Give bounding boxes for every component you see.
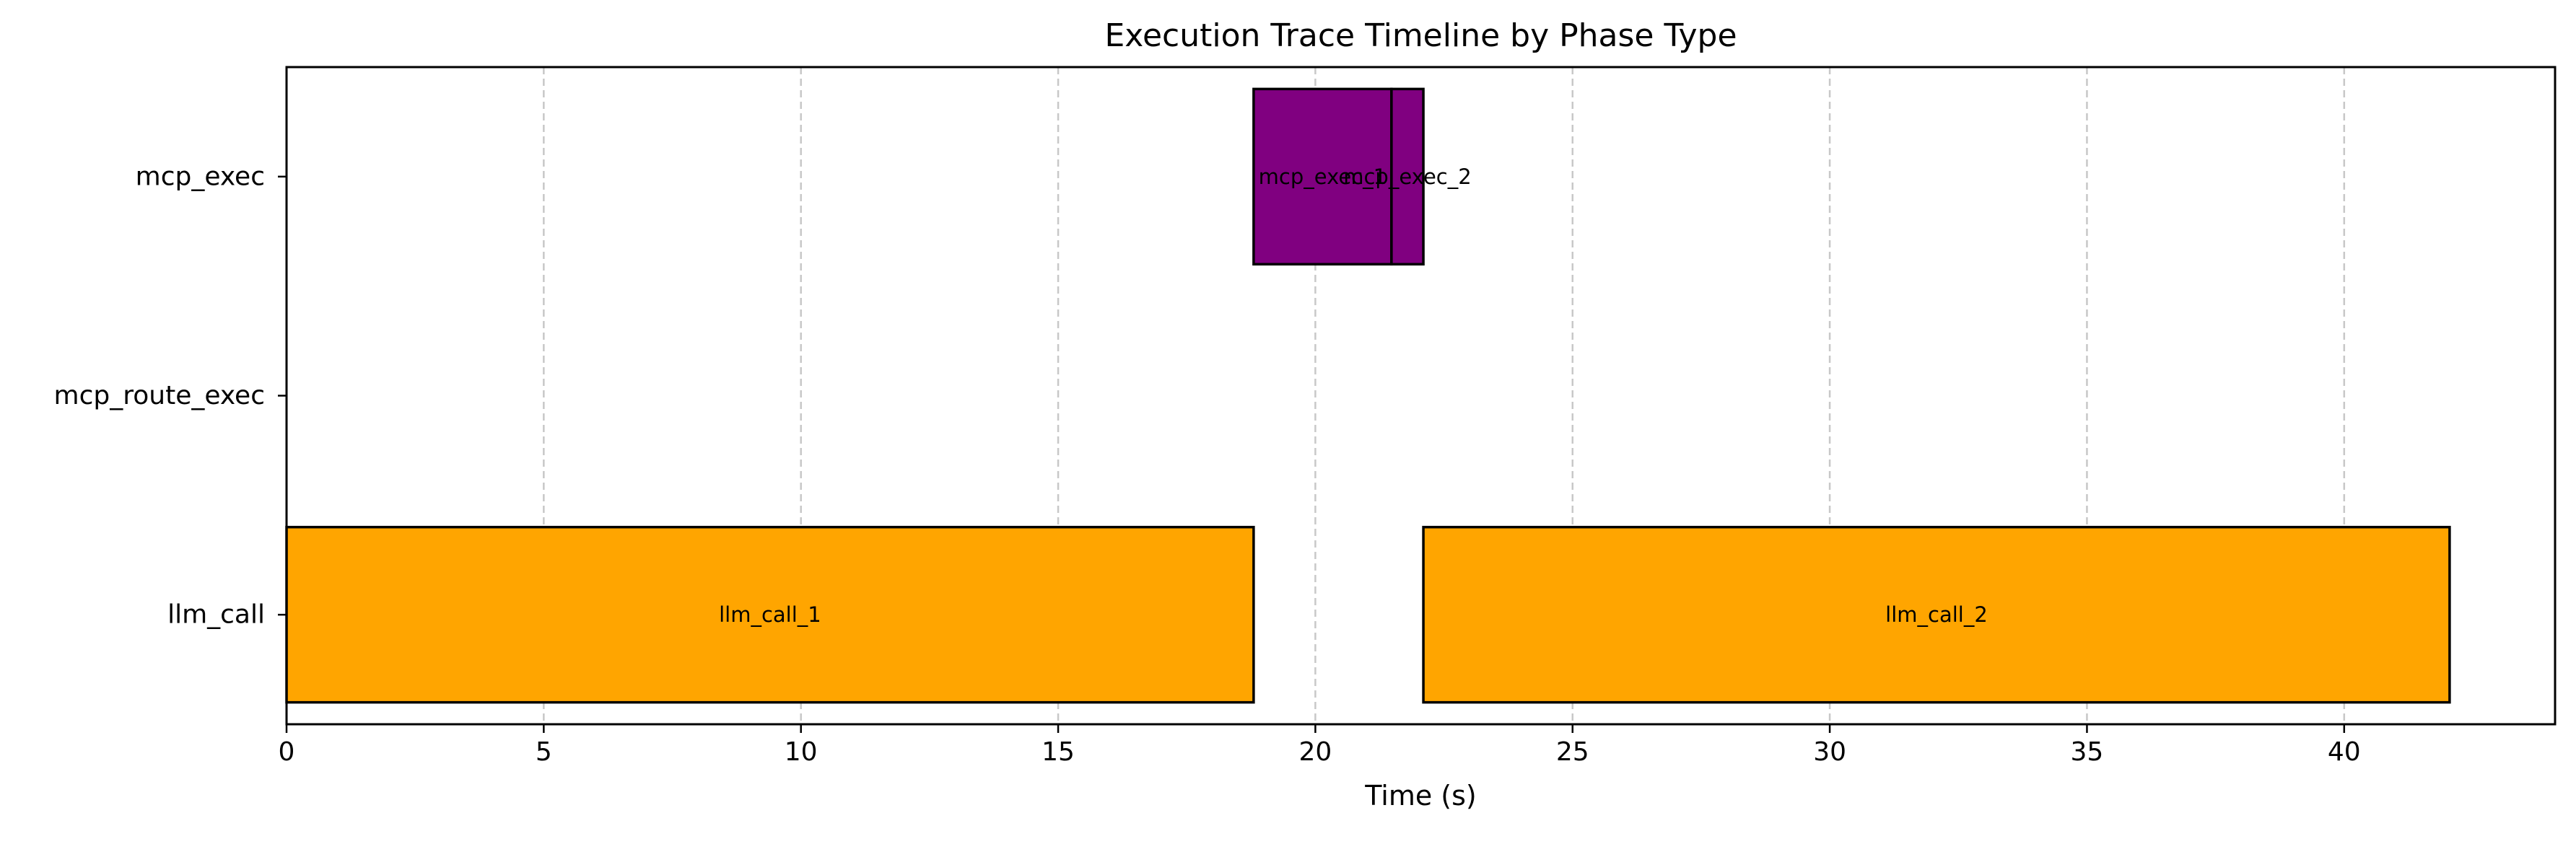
x-tick-label: 10 <box>785 737 818 767</box>
y-tick-label: mcp_exec <box>136 162 265 191</box>
x-ticks: 0 5 10 15 20 25 30 35 40 <box>279 724 2361 767</box>
bar-mcp_exec_1 <box>1252 87 1393 266</box>
x-axis-label: Time (s) <box>1364 780 1477 812</box>
bars <box>285 87 2451 704</box>
bar-label: mcp_exec_2 <box>1343 164 1471 189</box>
y-tick-label: llm_call <box>167 600 265 630</box>
bar-label: llm_call_2 <box>1885 602 1988 627</box>
bar-llm_call_1 <box>285 525 1255 704</box>
x-tick-label: 30 <box>1813 737 1846 767</box>
x-tick-label: 15 <box>1042 737 1075 767</box>
y-tick-label: mcp_route_exec <box>54 381 265 410</box>
x-tick-label: 20 <box>1298 737 1332 767</box>
x-tick-label: 35 <box>2071 737 2104 767</box>
x-tick-label: 40 <box>2328 737 2361 767</box>
bar-llm_call_2 <box>1422 525 2451 704</box>
x-tick-label: 25 <box>1556 737 1589 767</box>
bar-label: llm_call_1 <box>719 602 821 627</box>
bar-label: mcp_exec_1 <box>1259 164 1387 189</box>
bar-mcp_exec_2 <box>1390 87 1425 266</box>
chart-title: Execution Trace Timeline by Phase Type <box>1104 17 1737 54</box>
y-ticks: mcp_exec mcp_route_exec llm_call <box>54 162 287 630</box>
x-tick-label: 0 <box>279 737 295 767</box>
x-tick-label: 5 <box>536 737 552 767</box>
